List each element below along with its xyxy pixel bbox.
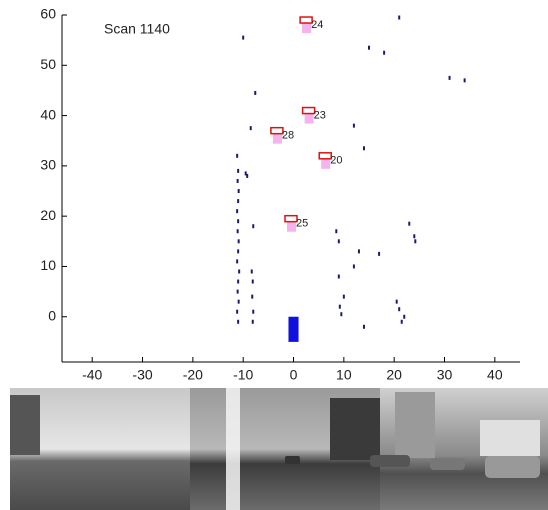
y-tick-label: 0 xyxy=(48,307,56,323)
ego-vehicle xyxy=(288,316,299,342)
scan-point xyxy=(236,153,239,158)
track-label: 25 xyxy=(296,218,308,230)
y-tick-label: 10 xyxy=(40,257,56,273)
track-shadow xyxy=(272,133,282,144)
scan-point xyxy=(395,299,398,304)
scan-point xyxy=(398,15,401,20)
y-tick-label: 40 xyxy=(40,106,56,122)
scan-point xyxy=(254,90,257,95)
track-label: 20 xyxy=(330,155,342,167)
track-box xyxy=(299,16,313,24)
x-tick-label: -10 xyxy=(233,367,253,383)
scan-point xyxy=(249,126,252,131)
scan-point xyxy=(236,309,239,314)
y-tick-label: 60 xyxy=(40,6,56,22)
scan-point xyxy=(237,299,240,304)
scan-point xyxy=(251,319,254,324)
x-tick-label: -30 xyxy=(132,367,152,383)
scan-point xyxy=(403,314,406,319)
scan-point xyxy=(237,168,240,173)
track-label: 28 xyxy=(282,130,294,142)
track-label: 24 xyxy=(311,19,323,31)
y-tick-label: 20 xyxy=(40,207,56,223)
track-shadow xyxy=(321,158,331,169)
scan-point xyxy=(408,221,411,226)
track-label: 23 xyxy=(314,109,326,121)
scan-point xyxy=(383,50,386,55)
scan-point xyxy=(448,75,451,80)
x-tick-label: 30 xyxy=(437,367,453,383)
track-box xyxy=(284,214,298,223)
scan-point xyxy=(251,294,254,299)
scan-point xyxy=(236,178,239,183)
y-tick-label: 30 xyxy=(40,157,56,173)
scan-point xyxy=(368,45,371,50)
scan-point xyxy=(237,219,240,224)
x-tick-label: 10 xyxy=(336,367,352,383)
camera-strip xyxy=(10,388,548,510)
track-box xyxy=(270,126,284,135)
scan-point xyxy=(378,251,381,256)
scan-point xyxy=(236,289,239,294)
scan-label: Scan 1140 xyxy=(104,21,170,37)
scan-point xyxy=(362,146,365,151)
x-tick-label: -40 xyxy=(82,367,102,383)
scan-point xyxy=(238,269,241,274)
scan-point xyxy=(335,229,338,234)
scan-point xyxy=(237,199,240,204)
scan-point xyxy=(237,279,240,284)
scan-point xyxy=(342,294,345,299)
scan-point xyxy=(337,274,340,279)
scan-point xyxy=(236,259,239,264)
scan-point xyxy=(338,304,341,309)
scan-point xyxy=(237,319,240,324)
scan-point xyxy=(252,224,255,229)
scan-point xyxy=(252,309,255,314)
scan-point xyxy=(237,189,240,194)
scan-point xyxy=(398,307,401,312)
scan-point xyxy=(400,319,403,324)
scan-point xyxy=(246,173,249,178)
scan-point xyxy=(337,239,340,244)
scan-point xyxy=(236,229,239,234)
scan-point xyxy=(237,249,240,254)
track-shadow xyxy=(287,221,296,232)
x-tick-label: 40 xyxy=(487,367,503,383)
scan-point xyxy=(251,279,254,284)
x-tick-label: 20 xyxy=(386,367,402,383)
track-box xyxy=(318,152,332,160)
scan-point xyxy=(357,249,360,254)
scan-point xyxy=(340,312,343,317)
scan-point xyxy=(244,171,247,176)
track-shadow xyxy=(302,23,312,34)
scan-point xyxy=(352,264,355,269)
scan-point xyxy=(463,78,466,83)
scan-point xyxy=(242,35,245,40)
track-box xyxy=(301,106,316,115)
x-tick-label: 0 xyxy=(290,367,298,383)
track-shadow xyxy=(304,113,314,124)
scan-point xyxy=(236,209,239,214)
x-tick-label: -20 xyxy=(183,367,203,383)
scan-point xyxy=(237,239,240,244)
scan-point xyxy=(414,239,417,244)
scan-point xyxy=(362,324,365,329)
scan-point xyxy=(250,269,253,274)
scan-point xyxy=(352,123,355,128)
scan-point xyxy=(413,234,416,239)
y-tick-label: 50 xyxy=(40,56,56,72)
